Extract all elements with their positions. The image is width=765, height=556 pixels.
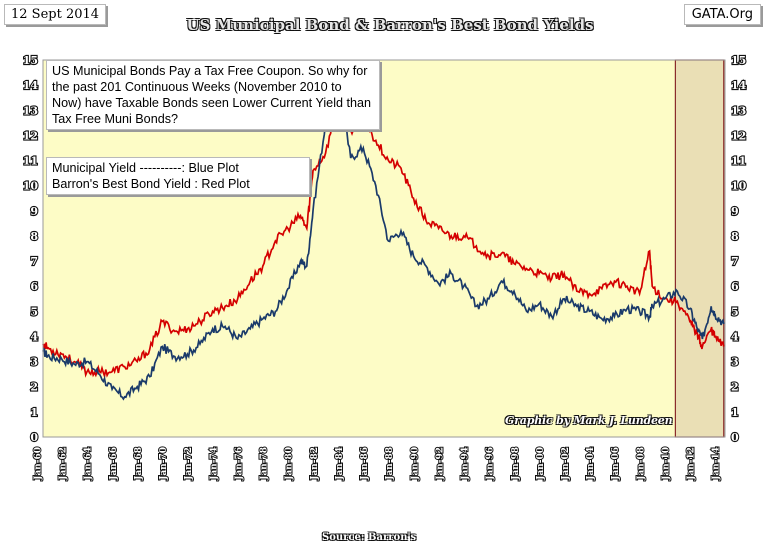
x-tick-Jan-96: Jan-96 [486,447,496,481]
y-tick-right-7: 7 [731,255,739,268]
y-tick-right-11: 11 [731,155,746,168]
plot-frame [42,59,726,438]
y-tick-right-8: 8 [731,230,739,243]
x-tick-Jan-78: Jan-78 [260,447,270,481]
x-tick-Jan-68: Jan-68 [134,447,144,481]
y-tick-right-4: 4 [731,330,739,343]
x-tick-Jan-60: Jan-60 [33,447,43,481]
y-tick-left-4: 4 [30,330,38,343]
x-tick-Jan-88: Jan-88 [385,447,395,481]
y-tick-left-5: 5 [30,305,38,318]
x-tick-Jan-02: Jan-02 [561,447,571,481]
y-tick-left-11: 11 [23,155,38,168]
x-tick-Jan-08: Jan-08 [636,447,646,481]
y-tick-left-8: 8 [30,230,38,243]
annotation-note: US Municipal Bonds Pay a Tax Free Coupon… [46,60,380,130]
x-tick-Jan-64: Jan-64 [84,447,94,481]
x-tick-Jan-80: Jan-80 [285,447,295,481]
legend: Municipal Yield ----------: Blue Plot Ba… [46,157,310,195]
x-tick-Jan-06: Jan-06 [611,447,621,481]
y-tick-left-1: 1 [30,406,38,419]
y-tick-right-15: 15 [731,54,746,67]
x-tick-Jan-66: Jan-66 [109,447,119,481]
y-tick-left-10: 10 [23,180,39,193]
x-tick-Jan-12: Jan-12 [687,447,697,481]
y-tick-right-6: 6 [731,280,739,293]
x-tick-Jan-86: Jan-86 [360,447,370,481]
x-tick-Jan-74: Jan-74 [209,447,219,481]
y-tick-right-0: 0 [731,431,739,444]
x-tick-Jan-70: Jan-70 [159,447,169,481]
x-tick-Jan-90: Jan-90 [410,447,420,481]
x-tick-Jan-04: Jan-04 [586,447,596,481]
y-tick-right-10: 10 [731,180,747,193]
x-tick-Jan-62: Jan-62 [59,447,69,481]
y-tick-left-7: 7 [30,255,38,268]
legend-barrons: Barron's Best Bond Yield : Red Plot [52,177,250,191]
y-tick-right-13: 13 [731,104,746,117]
chart-title: US Municipal Bond & Barron's Best Bond Y… [186,16,594,34]
x-tick-Jan-82: Jan-82 [310,447,320,481]
y-tick-left-0: 0 [30,431,38,444]
x-tick-Jan-98: Jan-98 [511,447,521,481]
x-tick-Jan-94: Jan-94 [461,447,471,481]
y-tick-left-9: 9 [30,205,38,218]
y-tick-left-13: 13 [23,104,38,117]
y-tick-left-2: 2 [30,381,38,394]
y-tick-right-14: 14 [731,79,747,92]
y-tick-right-3: 3 [731,356,739,369]
x-tick-Jan-92: Jan-92 [435,447,445,481]
series-barrons-line [42,99,725,380]
x-tick-Jan-84: Jan-84 [335,447,345,481]
y-tick-right-9: 9 [731,205,739,218]
y-tick-left-3: 3 [30,356,38,369]
y-tick-left-15: 15 [23,54,38,67]
x-axis: Jan-60 Jan-62 Jan-64 Jan-66 Jan-68 Jan-70 Jan-… [32,446,722,482]
x-tick-Jan-14: Jan-14 [712,447,722,481]
date-label: 12 Sept 2014 [4,4,107,25]
y-tick-right-2: 2 [731,381,739,394]
y-tick-right-12: 12 [731,129,746,142]
highlight-period [674,59,725,438]
x-tick-Jan-76: Jan-76 [234,447,244,481]
x-tick-Jan-00: Jan-00 [536,447,546,481]
x-tick-Jan-10: Jan-10 [661,447,671,481]
y-tick-left-14: 14 [23,79,39,92]
source-label: Source: Barron's [322,532,417,543]
legend-muni: Municipal Yield ----------: Blue Plot [52,161,239,175]
y-tick-right-1: 1 [731,406,739,419]
site-label: GATA.Org [683,4,761,25]
x-tick-Jan-72: Jan-72 [184,447,194,481]
y-tick-left-6: 6 [30,280,38,293]
series-muni-line [42,82,725,401]
y-tick-left-12: 12 [23,129,38,142]
graphic-credit: Graphic by Mark J. Lundeen [505,414,673,427]
y-tick-right-5: 5 [731,305,739,318]
